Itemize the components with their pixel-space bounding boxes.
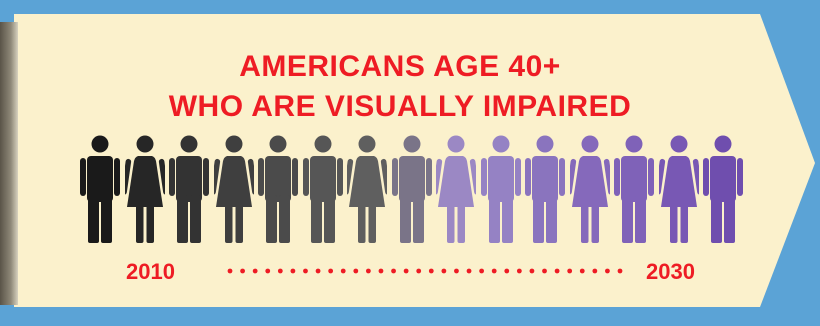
timeline-dot <box>605 268 610 274</box>
timeline-dot <box>617 268 623 274</box>
timeline-dot <box>403 268 409 274</box>
man-figure-icon <box>391 135 432 243</box>
timeline-dot <box>416 268 422 274</box>
woman-figure-icon <box>569 135 610 243</box>
title-line-1: AMERICANS AGE 40+ <box>239 50 561 83</box>
timeline-dot <box>542 268 547 274</box>
timeline-dot <box>579 268 585 274</box>
timeline-dot <box>504 268 510 274</box>
timeline-dot <box>265 268 271 274</box>
timeline-dot <box>567 268 573 274</box>
timeline-dot <box>554 268 560 274</box>
timeline-dot <box>353 268 359 274</box>
timeline-dot <box>252 268 258 274</box>
timeline-end: 2030 <box>646 259 695 284</box>
timeline-dot <box>340 268 346 274</box>
timeline-dot <box>240 268 245 274</box>
banner-shadow <box>0 22 18 305</box>
woman-figure-icon <box>347 135 387 243</box>
man-figure-icon <box>703 135 743 243</box>
timeline-dot <box>479 268 485 274</box>
man-figure-icon <box>169 135 209 243</box>
timeline-dots <box>227 268 623 274</box>
timeline-dot <box>428 268 434 274</box>
woman-figure-icon <box>658 135 699 243</box>
timeline-dot <box>516 268 522 274</box>
title-line-2: WHO ARE VISUALLY IMPAIRED <box>168 90 632 123</box>
timeline-dot <box>328 268 334 274</box>
timeline-dot <box>227 268 233 274</box>
timeline-dot <box>491 268 497 274</box>
woman-figure-icon <box>124 135 165 243</box>
timeline-dot <box>277 268 283 274</box>
timeline-dot <box>529 268 535 274</box>
timeline-dot <box>466 268 472 274</box>
man-figure-icon <box>525 135 565 243</box>
timeline-dot <box>592 268 598 274</box>
man-figure-icon <box>480 135 521 243</box>
timeline-dot <box>303 268 308 274</box>
timeline-dot <box>365 268 371 274</box>
timeline-start: 2010 <box>126 259 175 284</box>
timeline-dot <box>290 268 296 274</box>
man-figure-icon <box>258 135 298 243</box>
man-figure-icon <box>80 135 120 243</box>
timeline-dot <box>441 268 447 274</box>
timeline-dot <box>315 268 321 274</box>
timeline-dot <box>391 268 396 274</box>
woman-figure-icon <box>213 135 254 243</box>
woman-figure-icon <box>436 135 476 243</box>
man-figure-icon <box>302 135 343 243</box>
man-figure-icon <box>614 135 654 243</box>
figures-row <box>80 135 760 250</box>
timeline-dot <box>378 268 384 274</box>
timeline-dot <box>454 268 459 274</box>
